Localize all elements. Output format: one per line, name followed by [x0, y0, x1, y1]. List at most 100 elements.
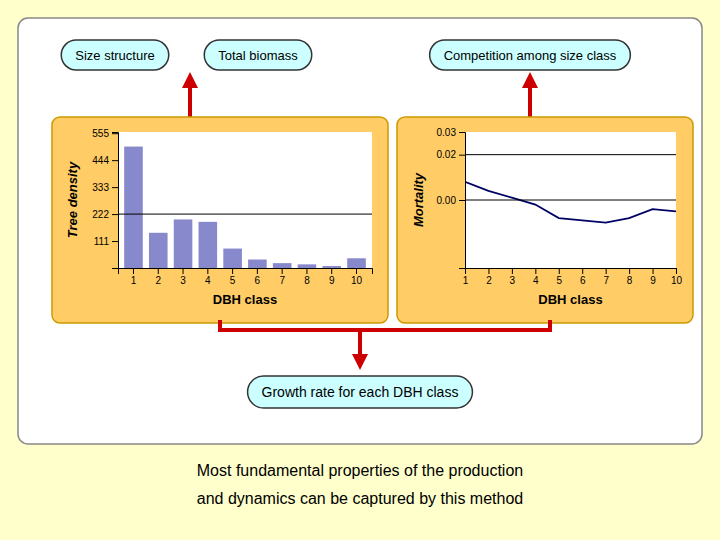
tick-mark	[535, 268, 536, 274]
axis-line	[119, 269, 373, 275]
tick-mark	[112, 133, 118, 134]
bar	[199, 222, 218, 268]
tick-mark	[257, 268, 258, 274]
plot-area	[465, 155, 676, 223]
y-axis-title: Mortality	[411, 172, 426, 227]
tick-mark	[112, 160, 118, 161]
tick-mark	[582, 268, 583, 274]
tick: 1	[463, 268, 469, 286]
tick: 3	[180, 268, 186, 286]
tick-mark	[356, 268, 357, 274]
tick-mark	[459, 200, 465, 201]
tick: 2	[155, 268, 161, 286]
tick-label: 0.00	[437, 195, 457, 206]
tick: 4	[205, 268, 211, 286]
connector	[220, 328, 550, 332]
tick: 10	[351, 268, 363, 286]
tick-label: 6	[255, 275, 261, 286]
y-axis: 0.00 0.02 0.03	[437, 127, 466, 269]
tick-label: 10	[351, 275, 363, 286]
panel	[397, 117, 693, 323]
tick-label: 6	[580, 275, 586, 286]
canvas: Size structure Total biomass Competition a…	[0, 0, 720, 540]
reference-line	[465, 200, 676, 201]
tick-label: 3	[180, 275, 186, 286]
label-pill	[248, 376, 473, 408]
tick-mark	[183, 268, 184, 274]
main-box	[18, 18, 702, 444]
label-pill	[430, 40, 631, 70]
tick-mark	[112, 241, 118, 242]
tick: 333	[92, 182, 118, 193]
tick-label: 555	[92, 128, 109, 139]
tick-label: 4	[205, 275, 211, 286]
tick-label: 10	[671, 275, 683, 286]
tick-mark	[559, 268, 560, 274]
reference-line	[465, 154, 676, 155]
connector	[548, 320, 552, 332]
x-axis: 12345678910	[119, 268, 373, 286]
label-text: Competition among size class	[444, 48, 617, 63]
tick: 9	[650, 268, 656, 286]
caption: and dynamics can be captured by this met…	[197, 490, 523, 507]
tick: 8	[304, 268, 310, 286]
tick-label: 222	[92, 209, 109, 220]
plot-background	[118, 132, 372, 268]
axis-line	[112, 133, 119, 269]
bar	[322, 266, 341, 268]
tick: 8	[627, 268, 633, 286]
connector	[218, 320, 222, 332]
tick-label: 111	[94, 236, 110, 247]
tick-mark	[112, 214, 118, 215]
tick-label: 8	[304, 275, 310, 286]
bar	[248, 260, 267, 269]
tick: 6	[255, 268, 261, 286]
tick-mark	[331, 268, 332, 274]
label-text: Total biomass	[218, 48, 298, 63]
tick: 111	[94, 236, 118, 247]
bar	[347, 258, 366, 268]
axis-line	[459, 133, 466, 269]
tick: 2	[486, 268, 492, 286]
tick-label: 1	[463, 275, 469, 286]
tick: 5	[230, 268, 236, 286]
tick: 0.03	[437, 127, 465, 138]
x-axis: 1 2 3 4 5 6 78 9 10	[463, 268, 683, 286]
label-text: Growth rate for each DBH class	[262, 384, 459, 400]
tick-label: 0.03	[437, 127, 457, 138]
x-axis-title: DBH class	[538, 292, 602, 307]
axis-line	[466, 269, 677, 275]
tick: 6	[580, 268, 586, 286]
tick: 0.00	[437, 195, 465, 206]
tick-mark	[488, 268, 489, 274]
tick-label: 444	[92, 155, 109, 166]
tick-label: 9	[650, 275, 656, 286]
tick-mark	[306, 268, 307, 274]
tick-mark	[232, 268, 233, 274]
bar	[149, 233, 168, 268]
tick-mark	[512, 268, 513, 274]
plot-area	[118, 147, 372, 268]
tick-mark	[459, 132, 465, 133]
label-pill	[61, 40, 168, 70]
tick-label: 7	[279, 275, 285, 286]
tick: 5	[556, 268, 562, 286]
tick-label: 3	[510, 275, 516, 286]
tick-mark	[459, 155, 465, 156]
tick-label: 1	[131, 275, 137, 286]
tick: 0.02	[437, 149, 465, 160]
arrow	[358, 330, 362, 362]
plot-background	[465, 132, 676, 268]
background	[0, 0, 720, 540]
label-text: Size structure	[75, 48, 154, 63]
tick-label: 4	[533, 275, 539, 286]
tick: 1	[131, 268, 137, 286]
tick-mark	[112, 187, 118, 188]
tick: 7	[603, 268, 609, 286]
bar	[124, 147, 143, 268]
label-box: Competition among size class	[430, 40, 631, 70]
tick-mark	[282, 268, 283, 274]
tick: 555	[92, 128, 118, 139]
label-box: Size structure	[61, 40, 168, 70]
tick-mark	[629, 268, 630, 274]
